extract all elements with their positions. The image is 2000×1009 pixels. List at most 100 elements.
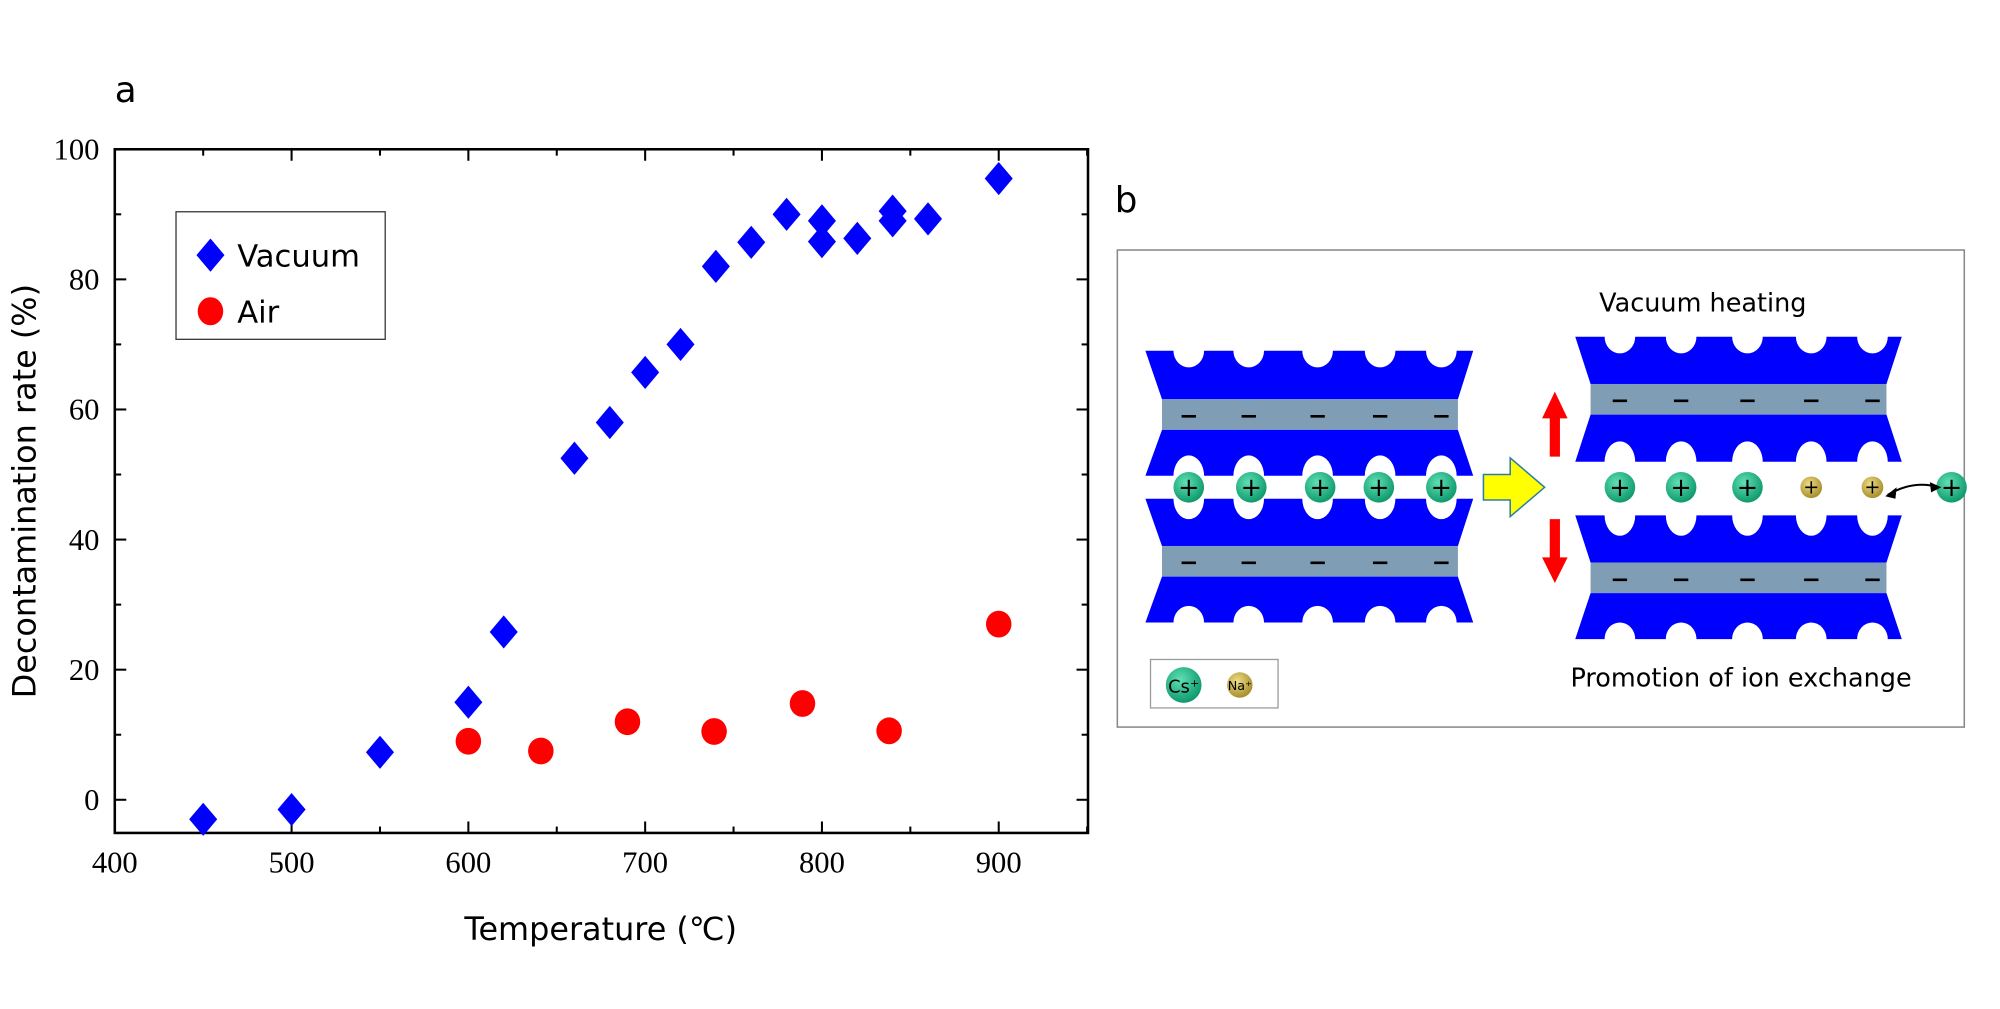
negative-charge: − [1370, 404, 1389, 430]
cavity [1857, 441, 1888, 483]
cavity [1795, 494, 1827, 536]
scatter-chart: 400 500 600 700 800 900 0 20 40 60 80 100 Temperatu… [6, 132, 1090, 948]
positive-charge: + [1941, 473, 1962, 503]
y-tick-label: 100 [54, 132, 100, 166]
positive-charge: + [1431, 473, 1452, 503]
cs-ion-icon [1173, 471, 1205, 503]
positive-charge: + [1803, 476, 1819, 499]
negative-charge: − [1370, 550, 1389, 576]
vacuum-point [277, 792, 306, 827]
clay-structure-after: − − − − − − − − − − + + + + + + [1575, 320, 1967, 656]
vacuum-point [772, 197, 801, 231]
negative-charge: − [1672, 388, 1691, 414]
air-point [528, 737, 554, 765]
negative-charge: − [1802, 388, 1821, 414]
promotion-label: Promotion of ion exchange [1570, 663, 1911, 693]
x-tick-label: 800 [799, 845, 845, 879]
cavity [1233, 334, 1265, 368]
negative-charge: − [1672, 567, 1691, 593]
vacuum-point [365, 735, 395, 769]
axis-ticks: 400 500 600 700 800 900 0 20 40 60 80 100 [54, 132, 1089, 879]
exchange-arrowhead-left [1885, 487, 1897, 499]
cavity [1233, 605, 1265, 640]
cs-ion-icon [1604, 471, 1636, 503]
positive-charge: + [1309, 473, 1330, 503]
air-point [455, 727, 482, 755]
cavity [1173, 334, 1205, 368]
plot-frame [113, 147, 1090, 835]
cavity [1857, 494, 1888, 536]
cavity [1795, 441, 1827, 483]
cavity [1857, 622, 1888, 656]
negative-charge: − [1432, 550, 1451, 576]
air-point [985, 610, 1012, 638]
interlayer-band [1590, 562, 1887, 594]
y-tick-label: 0 [84, 783, 99, 817]
positive-charge: + [1864, 476, 1880, 499]
positive-charge: + [1368, 473, 1389, 503]
positive-charge: + [1241, 473, 1262, 503]
vacuum-point [595, 405, 624, 440]
legend: Vacuum Air [175, 211, 386, 340]
vacuum-point [560, 441, 589, 475]
negative-charge: − [1239, 404, 1258, 430]
legend-label-vacuum: Vacuum [237, 240, 360, 275]
x-tick-label: 900 [976, 845, 1022, 879]
vacuum-point [878, 204, 907, 238]
negative-charge: − [1610, 567, 1629, 593]
x-tick-label: 600 [445, 845, 491, 879]
na-ion-legend-label: Na⁺ [1228, 679, 1252, 694]
negative-charge: − [1863, 388, 1882, 414]
interlayer-band [1161, 399, 1458, 430]
cavity [1426, 605, 1457, 640]
air-point [876, 717, 902, 745]
vacuum-point [843, 221, 872, 255]
legend-circle-marker [197, 297, 224, 326]
interlayer-band [1590, 383, 1887, 415]
clay-structure-before: − − − − − − − − − − + + + + + [1145, 334, 1474, 640]
cavity [1302, 605, 1333, 640]
interlayer-band [1161, 545, 1458, 577]
ion-exchange-diagram: Vacuum heating Promotion of ion exchange… [1116, 249, 1967, 728]
air-point [789, 690, 816, 717]
vacuum-point [737, 225, 766, 259]
cavity [1732, 494, 1763, 536]
na-ion-legend-icon [1227, 672, 1253, 698]
cavity [1795, 320, 1827, 354]
cs-ion-icon [1665, 471, 1697, 503]
cavity [1795, 622, 1827, 656]
negative-charge: − [1179, 550, 1198, 576]
positive-charge: + [1737, 473, 1758, 503]
cavity [1857, 320, 1888, 354]
vacuum-point [454, 685, 483, 719]
cavity [1732, 622, 1763, 656]
negative-charge: − [1179, 404, 1198, 430]
x-tick-label: 700 [622, 845, 668, 879]
cavity [1665, 622, 1697, 656]
negative-charge: − [1610, 388, 1629, 414]
expand-up-arrow-icon [1542, 391, 1568, 457]
x-tick-label: 400 [92, 845, 138, 879]
positive-charge: + [1178, 473, 1199, 503]
cs-ion-icon [1304, 471, 1336, 503]
vacuum-point [701, 249, 730, 283]
cavity [1173, 605, 1205, 640]
cavity [1732, 441, 1763, 483]
cs-ion-icon [1235, 471, 1267, 503]
legend-label-air: Air [237, 296, 279, 331]
cs-ion-legend-icon [1165, 667, 1202, 703]
air-point [614, 708, 641, 736]
cs-ion-legend-label: Cs⁺ [1168, 677, 1199, 698]
negative-charge: − [1738, 388, 1757, 414]
expand-down-arrow-icon [1542, 519, 1568, 583]
cavity [1364, 605, 1396, 640]
x-tick-label: 500 [269, 845, 315, 879]
exchange-arrowhead-right [1929, 482, 1942, 493]
x-axis-label: Temperature (℃) [463, 910, 737, 948]
transition-arrow-icon [1482, 456, 1546, 519]
cavity [1364, 334, 1396, 368]
vacuum-point [807, 225, 836, 259]
negative-charge: − [1308, 404, 1327, 430]
legend-box [175, 211, 386, 340]
y-tick-label: 40 [69, 523, 100, 557]
